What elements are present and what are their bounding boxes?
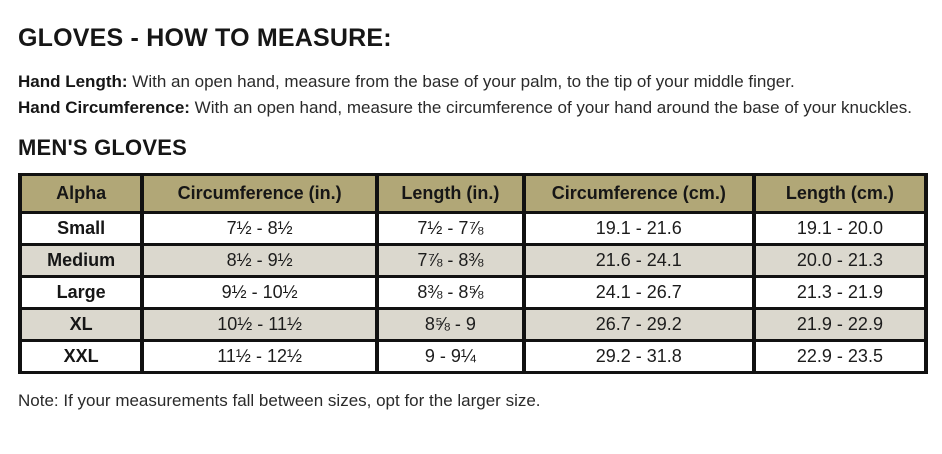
measure-instructions: Hand Length: With an open hand, measure …	[18, 69, 926, 121]
length-cm-value: 19.1 - 20.0	[751, 211, 929, 246]
length-in-value: 9 - 9¼	[374, 339, 526, 374]
instruction-hand-length-label: Hand Length:	[18, 72, 128, 91]
length-in-value: 7½ - 7⅞	[374, 211, 526, 246]
circumference-cm-value: 29.2 - 31.8	[521, 339, 756, 374]
table-row-small: Small 7½ - 8½ 7½ - 7⅞ 19.1 - 21.6 19.1 -…	[17, 211, 929, 246]
circumference-cm-value: 19.1 - 21.6	[521, 211, 756, 246]
mens-gloves-size-table: Alpha Circumference (in.) Length (in.) C…	[17, 173, 929, 374]
size-label: XL	[17, 307, 145, 342]
circumference-in-value: 9½ - 10½	[140, 275, 379, 310]
size-label: XXL	[17, 339, 145, 374]
table-row-xl: XL 10½ - 11½ 8⅝ - 9 26.7 - 29.2 21.9 - 2…	[17, 307, 929, 342]
circumference-in-value: 7½ - 8½	[140, 211, 379, 246]
header-length-cm: Length (cm.)	[751, 173, 929, 214]
circumference-in-value: 11½ - 12½	[140, 339, 379, 374]
instruction-hand-length-text: With an open hand, measure from the base…	[127, 72, 795, 91]
table-row-medium: Medium 8½ - 9½ 7⅞ - 8⅜ 21.6 - 24.1 20.0 …	[17, 243, 929, 278]
length-in-value: 8⅝ - 9	[374, 307, 526, 342]
table-header-row: Alpha Circumference (in.) Length (in.) C…	[17, 173, 929, 214]
section-title-mens-gloves: MEN'S GLOVES	[18, 135, 187, 160]
instruction-hand-length: Hand Length: With an open hand, measure …	[18, 69, 926, 95]
table-row-large: Large 9½ - 10½ 8⅜ - 8⅝ 24.1 - 26.7 21.3 …	[17, 275, 929, 310]
circumference-in-value: 10½ - 11½	[140, 307, 379, 342]
size-label: Large	[17, 275, 145, 310]
page-title: GLOVES - HOW TO MEASURE:	[18, 24, 392, 52]
length-in-value: 7⅞ - 8⅜	[374, 243, 526, 278]
instruction-hand-circumference-text: With an open hand, measure the circumfer…	[189, 98, 912, 117]
header-alpha: Alpha	[17, 173, 145, 214]
instruction-hand-circumference-label: Hand Circumference:	[18, 98, 190, 117]
circumference-cm-value: 24.1 - 26.7	[521, 275, 756, 310]
circumference-cm-value: 21.6 - 24.1	[521, 243, 756, 278]
sizing-note: Note: If your measurements fall between …	[18, 391, 541, 410]
circumference-cm-value: 26.7 - 29.2	[521, 307, 756, 342]
length-cm-value: 21.3 - 21.9	[751, 275, 929, 310]
circumference-in-value: 8½ - 9½	[140, 243, 379, 278]
size-label: Medium	[17, 243, 145, 278]
size-label: Small	[17, 211, 145, 246]
length-cm-value: 20.0 - 21.3	[751, 243, 929, 278]
header-length-in: Length (in.)	[374, 173, 526, 214]
header-circumference-in: Circumference (in.)	[140, 173, 379, 214]
instruction-hand-circumference: Hand Circumference: With an open hand, m…	[18, 95, 926, 121]
length-cm-value: 22.9 - 23.5	[751, 339, 929, 374]
table-row-xxl: XXL 11½ - 12½ 9 - 9¼ 29.2 - 31.8 22.9 - …	[17, 339, 929, 374]
header-circumference-cm: Circumference (cm.)	[521, 173, 756, 214]
length-in-value: 8⅜ - 8⅝	[374, 275, 526, 310]
length-cm-value: 21.9 - 22.9	[751, 307, 929, 342]
